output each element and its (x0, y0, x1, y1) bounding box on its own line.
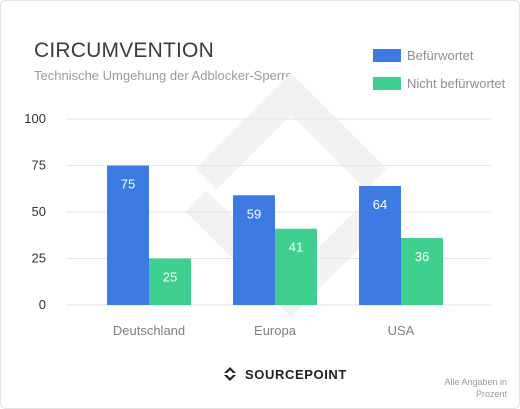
y-tick-label-25: 25 (32, 251, 46, 266)
legend-label-nicht-befuerwortet: Nicht befürwortet (407, 75, 506, 91)
data-label-usa-series-0: 64 (373, 197, 387, 212)
x-tick-label-usa: USA (388, 323, 415, 338)
bar-europa-series-0 (233, 195, 275, 305)
bar-europa-series-1 (275, 228, 317, 305)
legend-swatch-befuerwortet (373, 48, 401, 62)
chart-subtitle: Technische Umgehung der Adblocker-Sperre (34, 68, 293, 83)
data-label-usa-series-1: 36 (415, 249, 429, 264)
data-label-deutschland-series-1: 25 (163, 270, 177, 285)
y-tick-label-100: 100 (24, 111, 46, 126)
legend-item-nicht-befuerwortet: Nicht befürwortet (373, 69, 505, 97)
sourcepoint-logo-icon (224, 367, 236, 381)
legend-label-befuerwortet: Befürwortet (407, 47, 474, 63)
data-label-europa-series-0: 59 (247, 206, 261, 221)
y-tick-label-50: 50 (32, 204, 46, 219)
x-tick-label-deutschland: Deutschland (113, 323, 185, 338)
chart-title: CIRCUMVENTION (34, 39, 214, 62)
bar-deutschland-series-1 (149, 258, 191, 305)
legend: Befürwortet Nicht befürwortet (373, 41, 505, 97)
sourcepoint-brand: SOURCEPOINT (221, 365, 347, 383)
brand-name: SOURCEPOINT (245, 366, 347, 382)
data-label-deutschland-series-0: 75 (121, 177, 135, 192)
y-tick-label-0: 0 (39, 297, 46, 312)
bar-deutschland-series-0 (107, 165, 149, 305)
bar-usa-series-1 (401, 238, 443, 305)
legend-swatch-nicht-befuerwortet (373, 76, 401, 90)
y-tick-label-75: 75 (32, 158, 46, 173)
legend-item-befuerwortet: Befürwortet (373, 41, 505, 69)
bar-usa-series-0 (359, 185, 401, 305)
x-tick-label-europa: Europa (254, 323, 297, 338)
data-label-europa-series-1: 41 (289, 240, 303, 255)
units-note: Alle Angaben in Prozent (444, 377, 507, 399)
